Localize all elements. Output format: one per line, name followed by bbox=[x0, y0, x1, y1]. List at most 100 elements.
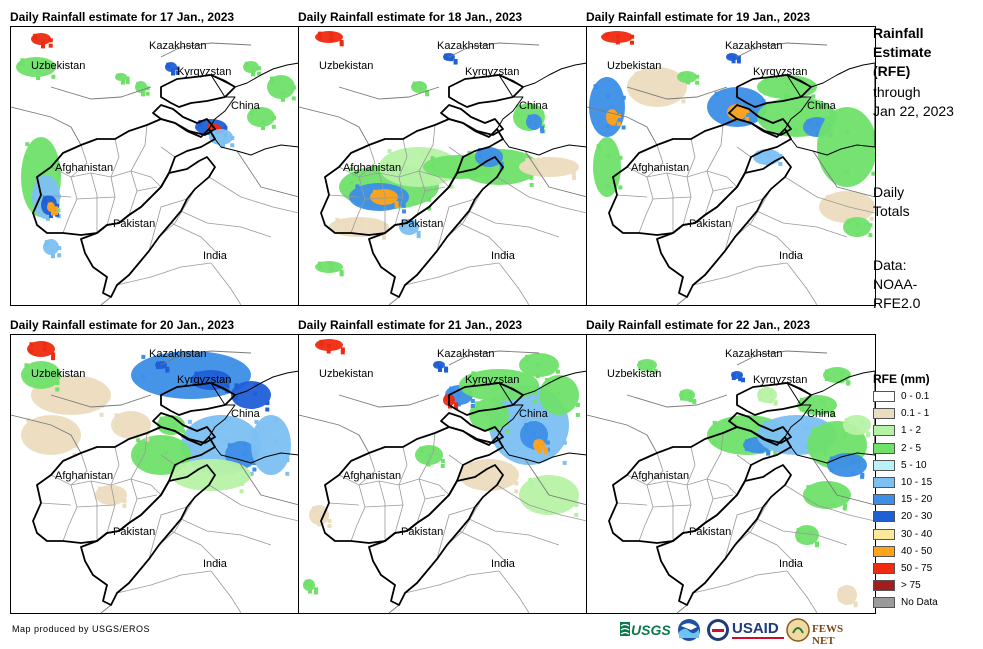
province-boundary bbox=[616, 502, 648, 506]
rainfall-pixel bbox=[686, 80, 691, 85]
country-label-kazakhstan: Kazakhstan bbox=[149, 348, 206, 360]
legend-label: 5 - 10 bbox=[901, 459, 927, 471]
rainfall-pixel bbox=[505, 429, 510, 434]
china-outline bbox=[784, 62, 875, 156]
rainfall-pixel bbox=[257, 66, 262, 71]
rainfall-pixel bbox=[215, 471, 220, 476]
country-label-afghanistan: Afghanistan bbox=[343, 162, 401, 174]
legend-label: 20 - 30 bbox=[901, 511, 933, 523]
country-boundary bbox=[11, 414, 82, 454]
country-label-india: India bbox=[203, 558, 228, 570]
rainfall-pixel bbox=[799, 397, 804, 402]
rainfall-area bbox=[251, 415, 291, 475]
rainfall-pixel bbox=[198, 353, 203, 358]
province-boundary bbox=[76, 196, 116, 200]
rainfall-pixel bbox=[317, 261, 322, 266]
province-boundary bbox=[746, 222, 798, 258]
rainfall-pixel bbox=[57, 246, 62, 251]
rainfall-area bbox=[231, 381, 271, 409]
province-boundary bbox=[448, 454, 464, 466]
rainfall-pixel bbox=[859, 420, 864, 425]
rainfall-pixel bbox=[794, 128, 799, 133]
map-credit: Map produced by USGS/EROS bbox=[12, 624, 151, 634]
rainfall-pixel bbox=[43, 362, 48, 367]
province-boundary bbox=[734, 188, 772, 238]
pakistan-outline bbox=[368, 464, 504, 606]
rainfall-pixel bbox=[401, 224, 406, 229]
rainfall-pixel bbox=[49, 214, 53, 218]
rainfall-pixel bbox=[809, 530, 814, 535]
rainfall-pixel bbox=[425, 92, 430, 97]
rainfall-pixel bbox=[48, 43, 53, 48]
rainfall-pixel bbox=[281, 97, 285, 102]
rainfall-pixel bbox=[535, 374, 540, 379]
rainfall-pixel bbox=[538, 443, 543, 448]
rainfall-pixel bbox=[611, 113, 616, 118]
province-boundary bbox=[90, 480, 98, 541]
rainfall-area bbox=[795, 525, 819, 545]
province-boundary bbox=[704, 478, 714, 524]
rainfall-pixel bbox=[525, 354, 530, 359]
rainfall-pixel bbox=[838, 597, 843, 602]
rainfall-pixel bbox=[544, 450, 549, 455]
country-label-china: China bbox=[807, 408, 837, 420]
province-boundary bbox=[446, 496, 484, 546]
rainfall-pixel bbox=[329, 262, 334, 267]
country-boundary bbox=[676, 604, 688, 613]
rainfall-pixel bbox=[615, 40, 620, 45]
rainfall-pixel bbox=[444, 55, 449, 60]
rainfall-pixel bbox=[122, 499, 127, 504]
rainfall-pixel bbox=[317, 513, 322, 518]
rainfall-pixel bbox=[866, 431, 871, 436]
province-boundary bbox=[756, 210, 848, 238]
rainfall-pixel bbox=[41, 41, 46, 46]
rainfall-pixel bbox=[76, 377, 81, 382]
data-line: NOAA- bbox=[873, 276, 918, 292]
country-boundary bbox=[100, 604, 112, 613]
rainfall-pixel bbox=[714, 92, 719, 97]
country-label-kazakhstan: Kazakhstan bbox=[149, 40, 206, 52]
rainfall-pixel bbox=[758, 397, 763, 402]
rainfall-pixel bbox=[796, 527, 801, 532]
heading-line: Rainfall bbox=[873, 25, 924, 41]
province-boundary bbox=[398, 446, 408, 486]
rainfall-pixel bbox=[844, 427, 849, 432]
rainfall-pixel bbox=[759, 449, 764, 454]
rainfall-pixel bbox=[695, 74, 700, 79]
rainfall-pixel bbox=[145, 91, 150, 96]
rainfall-pixel bbox=[740, 377, 745, 382]
country-boundary bbox=[160, 350, 252, 366]
rainfall-pixel bbox=[291, 96, 296, 101]
rainfall-pixel bbox=[484, 472, 489, 477]
rainfall-pixel bbox=[164, 437, 169, 442]
rainfall-pixel bbox=[871, 171, 875, 176]
rainfall-pixel bbox=[681, 99, 686, 104]
rainfall-pixel bbox=[851, 459, 856, 464]
rainfall-pixel bbox=[221, 144, 225, 149]
rainfall-pixel bbox=[824, 377, 829, 382]
rainfall-area bbox=[519, 157, 579, 177]
legend-swatch bbox=[873, 511, 895, 523]
rainfall-pixel bbox=[136, 83, 141, 88]
rainfall-pixel bbox=[538, 449, 543, 454]
province-boundary bbox=[666, 480, 674, 541]
rainfall-pixel bbox=[853, 601, 858, 606]
rainfall-pixel bbox=[265, 401, 270, 406]
province-boundary bbox=[350, 176, 366, 234]
rainfall-area bbox=[819, 191, 875, 223]
fews-net-logo-text: FEWS NET bbox=[812, 623, 844, 647]
rainfall-pixel bbox=[440, 458, 445, 463]
rainfall-pixel bbox=[686, 74, 691, 79]
country-label-pakistan: Pakistan bbox=[401, 526, 443, 538]
rainfall-pixel bbox=[860, 472, 865, 477]
rainfall-pixel bbox=[454, 405, 459, 410]
province-boundary bbox=[160, 146, 176, 158]
rainfall-pixel bbox=[524, 426, 529, 431]
rainfall-pixel bbox=[257, 71, 262, 76]
rainfall-pixel bbox=[768, 399, 773, 404]
country-label-kyrgyzstan: Kyrgyzstan bbox=[465, 66, 519, 78]
rainfall-pixel bbox=[736, 108, 741, 113]
rainfall-pixel bbox=[449, 57, 454, 62]
rainfall-pixel bbox=[51, 65, 56, 70]
legend-label: 2 - 5 bbox=[901, 442, 922, 454]
